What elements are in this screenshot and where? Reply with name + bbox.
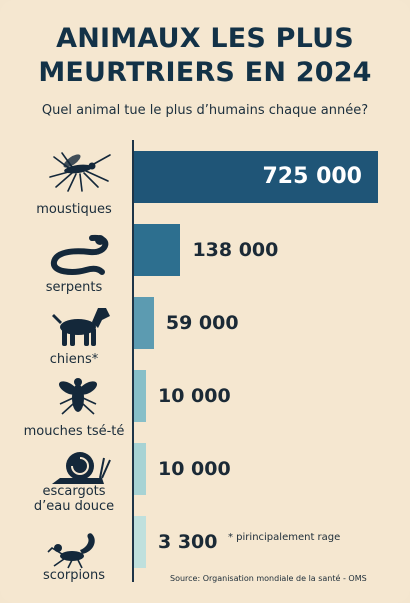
value-label-3: 59 000 bbox=[165, 312, 239, 334]
value-label-5: 10 000 bbox=[158, 458, 231, 480]
category-label-line: escargots bbox=[42, 484, 106, 499]
axis-line bbox=[132, 140, 134, 582]
category-label-1: moustiques bbox=[10, 202, 138, 217]
dog-icon bbox=[42, 302, 114, 348]
category-label-line: mouches tsé-té bbox=[23, 424, 125, 439]
category-label-4: mouches tsé-té bbox=[10, 424, 138, 439]
chart-subtitle: Quel animal tue le plus d’humains chaque… bbox=[41, 103, 369, 118]
category-label-line: d’eau douce bbox=[33, 499, 115, 514]
value-label-2: 138 000 bbox=[192, 239, 279, 261]
mosquito-icon bbox=[42, 147, 114, 193]
category-label-3: chiens* bbox=[10, 352, 138, 367]
category-label-line: scorpions bbox=[42, 568, 106, 583]
category-label-6: scorpions bbox=[10, 568, 138, 583]
category-label-line: chiens* bbox=[49, 352, 99, 367]
title-line-2: MEURTRIERS EN 2024 bbox=[38, 57, 372, 88]
bar-1 bbox=[134, 151, 378, 203]
tsetse-fly-icon bbox=[42, 374, 114, 420]
category-label-line: serpents bbox=[45, 280, 103, 295]
category-label-2: serpents bbox=[10, 280, 138, 295]
bar-2 bbox=[134, 224, 181, 276]
category-label-5: escargots d’eau douce bbox=[10, 484, 138, 514]
title-line-1: ANIMAUX LES PLUS bbox=[56, 23, 354, 54]
chart-title: ANIMAUX LES PLUS MEURTRIERS EN 2024 bbox=[0, 22, 410, 90]
bar-6 bbox=[134, 516, 146, 568]
category-label-line: moustiques bbox=[36, 202, 112, 217]
value-label-4: 10 000 bbox=[158, 385, 231, 407]
footnote: * pirincipalement rage bbox=[228, 532, 341, 543]
scorpion-icon bbox=[42, 526, 114, 572]
bar-5 bbox=[134, 443, 146, 495]
bar-4 bbox=[134, 370, 146, 422]
snail-icon bbox=[42, 446, 114, 492]
value-label-6: 3 300 bbox=[158, 531, 218, 553]
bar-3 bbox=[134, 297, 154, 349]
source-credit: Source: Organisation mondiale de la sant… bbox=[170, 574, 367, 583]
snake-icon bbox=[42, 230, 114, 276]
value-label-1: 725 000 bbox=[262, 164, 362, 189]
